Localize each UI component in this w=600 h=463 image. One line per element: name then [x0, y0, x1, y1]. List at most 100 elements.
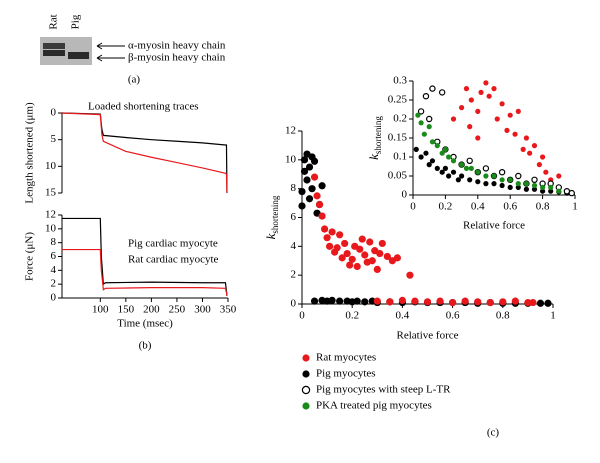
scatter-point [491, 181, 497, 187]
y-tick-label: 10 [45, 222, 57, 234]
y-axis-label: kshortening [263, 195, 280, 239]
scatter-point [356, 245, 364, 253]
lane-label: Rat [48, 14, 60, 29]
scatter-point [483, 181, 489, 187]
scatter-point [439, 150, 445, 156]
scatter-point [523, 186, 530, 192]
scatter-point [507, 184, 513, 190]
legend-marker [302, 402, 310, 410]
scatter-point [475, 135, 481, 141]
scatter-point [491, 173, 497, 179]
scatter-point [323, 234, 331, 242]
x-tick-label: 0.4 [471, 201, 485, 213]
x-tick-label: 0.6 [446, 310, 460, 322]
y-tick-label: 8 [291, 182, 297, 194]
y-tick-label: 0 [291, 298, 297, 310]
trace-line [61, 112, 228, 194]
scatter-point [529, 298, 537, 307]
scatter-point [482, 165, 490, 172]
scatter-point [475, 169, 481, 175]
legend-label: Pig myocytes [316, 368, 376, 380]
scatter-point [475, 108, 481, 114]
scatter-point [531, 186, 538, 192]
y-tick-label: 15 [45, 187, 57, 199]
scatter-point [446, 173, 452, 179]
x-tick-label: 0.8 [536, 201, 550, 213]
band-label: β-myosin heavy chain [128, 52, 226, 64]
scatter-point [531, 176, 538, 183]
scatter-point [515, 184, 521, 190]
x-tick-label: 0.6 [503, 201, 517, 213]
x-tick-label: 0.2 [345, 310, 359, 322]
scatter-point [467, 177, 473, 183]
scatter-point [310, 297, 319, 305]
scatter-point [466, 157, 473, 164]
scatter-point [524, 298, 532, 307]
scatter-point [320, 225, 329, 233]
series-label: Pig cardiac myocyte [128, 238, 218, 250]
y-tick-label: 0.25 [388, 94, 408, 106]
gel-band [68, 52, 89, 59]
scatter-point [434, 143, 440, 149]
scatter-point [540, 188, 546, 194]
gel-band [43, 43, 65, 49]
scatter-point [463, 86, 470, 92]
scatter-point [459, 105, 465, 111]
scatter-point [450, 158, 457, 164]
scatter-point [378, 239, 386, 248]
scatter-point [426, 115, 433, 123]
scatter-point [298, 202, 306, 210]
series-label: Rat cardiac myocyte [128, 254, 219, 266]
scatter-point [373, 297, 381, 305]
x-axis-label: Relative force [463, 220, 525, 232]
x-tick-label: 0.2 [439, 201, 453, 213]
scatter-point [318, 182, 326, 190]
scatter-point [429, 139, 436, 145]
scatter-point [386, 298, 394, 306]
y-axis-label: Length shortened (μm) [24, 102, 36, 204]
scatter-point [315, 200, 324, 209]
y-tick-label: 6 [291, 211, 297, 223]
y-tick-label: 0 [402, 189, 408, 201]
legend-marker [302, 354, 310, 362]
x-tick-label: 250 [169, 304, 186, 316]
scatter-point [336, 231, 344, 239]
scatter-point [438, 89, 446, 96]
scatter-point [461, 297, 469, 305]
scatter-point [383, 252, 391, 261]
scatter-point [423, 298, 432, 306]
y-tick-label: 10 [285, 153, 297, 165]
scatter-point [520, 146, 526, 152]
scatter-point [426, 162, 432, 168]
scatter-point [417, 108, 425, 115]
scatter-point [366, 238, 374, 246]
scatter-point [305, 163, 314, 171]
scatter-point [398, 296, 406, 304]
legend-marker [301, 385, 311, 395]
scatter-point [511, 297, 519, 305]
y-tick-label: 4 [51, 264, 57, 276]
panel-label: (c) [487, 427, 500, 439]
scatter-point [426, 124, 432, 130]
y-tick-label: 4 [291, 240, 297, 252]
x-tick-label: 100 [92, 304, 109, 316]
band-label: α-myosin heavy chain [128, 40, 226, 52]
y-tick-label: 2 [51, 278, 57, 290]
y-tick-label: 0.05 [388, 170, 408, 182]
scatter-point [336, 297, 344, 305]
scatter-point [421, 131, 427, 137]
scatter-point [474, 298, 482, 306]
scatter-point [353, 297, 361, 305]
scatter-point [483, 80, 489, 86]
legend-marker [302, 370, 310, 378]
scatter-point [498, 168, 506, 176]
x-tick-label: 1 [550, 310, 556, 322]
scatter-point [326, 242, 334, 250]
scatter-point [341, 239, 349, 248]
legend-label: Pig myocytes with steep L-TR [316, 384, 451, 396]
y-axis-subscript: shortening [270, 195, 280, 233]
scatter-point [540, 154, 546, 160]
scatter-point [436, 297, 444, 305]
scatter-point [328, 296, 336, 304]
y-tick-label: 0.15 [388, 132, 408, 144]
